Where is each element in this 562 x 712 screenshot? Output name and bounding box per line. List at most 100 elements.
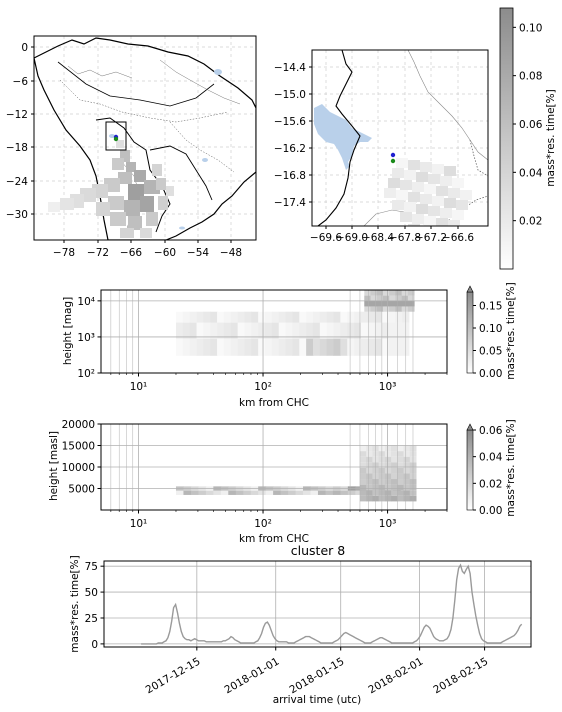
heatmap1-cell [360,322,369,339]
heatmap1-colorbar-tick-label: 0.00 [479,368,502,380]
heatmap1-cell [347,311,355,323]
heatmap2-colorbar-tick-label: 0.04 [479,452,503,464]
heatmap2-cell [384,451,392,457]
amazon-region-border [57,61,215,107]
heatmap1-cell [223,338,232,356]
map2-plume-cell [420,194,432,204]
map2-ytick-label: −16.2 [274,143,306,155]
map2-plume-cell [416,172,428,182]
heatmap1-cell [333,338,341,356]
heatmap1-cell [407,306,415,312]
heatmap1-cell [401,295,409,301]
heatmap1-cell [374,311,382,323]
heatmap1-ylabel: height [mag] [62,297,74,365]
heatmap2-cell [366,467,373,474]
map1-xtick-label: −54 [187,247,209,259]
map1-plume-cell [120,150,130,162]
heatmap1-cell [278,311,287,323]
heatmap1-xtick-label: 10³ [379,381,397,393]
heatmap1-cell [271,311,280,323]
map2-plume-cell [448,188,460,198]
colorbar-maps: 0.02 0.04 0.06 0.08 0.10 mass*res. time[%] [499,7,557,270]
heatmap2-cell [295,490,304,495]
heatmap1-cell [401,306,409,312]
heatmap2-colorbar-tick-label: 0.06 [479,425,503,437]
heatmap2-cell [366,456,373,463]
lake-titicaca-zoom [314,104,372,170]
map1-plume-cell [120,228,134,238]
heatmap2-cell [403,456,411,463]
heatmap2-cell [359,495,367,502]
heatmap2-cell [359,445,367,452]
heatmap2-cell [403,445,411,452]
heatmap1-cell [388,311,396,323]
colorbar-maps-tick-label: 0.06 [519,119,543,131]
heatmap1-cell [370,300,378,307]
heatmap2-cell [355,490,364,495]
map2-plume-cell [408,224,420,226]
heatmap2-cell [391,490,398,496]
map2-ytick-label: −16.8 [274,170,306,182]
heatmap1-cell [374,338,382,356]
heatmap2-cell [366,451,373,457]
heatmap2-cell [359,467,367,474]
heatmap1-cell [319,322,328,339]
station-marker-blue-zoom [390,152,396,158]
map2-plume-cell [392,168,404,178]
heatmap1-colorbar-label: mass*res. time[%] [505,282,517,379]
map1-plume-cell [156,178,166,190]
heatmap2-cell [384,456,392,463]
heatmap2-cell [303,490,311,495]
country-border-east [149,145,213,201]
timeseries-ytick-label: 75 [85,561,98,573]
heatmap1-cell [367,322,376,339]
heatmap1-cell [189,311,198,323]
map2-plume-cell [404,202,416,212]
heatmap2-cell [391,456,398,463]
timeseries-frame [103,560,532,648]
heatmap1-cell [401,290,409,296]
timeseries-xtick-label: 2018-02-01 [366,655,425,696]
heatmap2-cell [397,484,405,491]
heatmap1-frame [100,289,448,374]
map2-plume-cell [432,196,444,206]
colorbar-maps-tick-label: 0.10 [519,22,542,34]
heatmap1-cell [319,311,328,323]
heatmap1-cell [292,322,300,339]
heatmap1-cell [312,311,321,323]
heatmap1-cell [210,338,218,356]
south-america-coastline [34,37,256,240]
heatmap2-cell [384,467,392,474]
heatmap1-cell [370,306,378,312]
heatmap1-cell [326,322,335,339]
heatmap1-cells [175,290,415,356]
map2-ytick-label: −15.6 [274,116,306,128]
map2-plume-cell [420,162,432,172]
heatmap2-cell [347,490,356,495]
heatmap1-cell [258,311,266,323]
heatmap1-cell [244,322,252,339]
heatmap2-ylabel: height [masl] [48,431,60,501]
heatmap1-cell [395,338,403,356]
heatmap1-cell [196,322,204,339]
heatmap1-cell [312,322,321,339]
heatmap2-cell [359,490,367,496]
heatmap1-cell [407,295,415,301]
heatmap1-colorbar [466,291,474,374]
heatmap1-cell [278,338,287,356]
map2-plume-cell [440,176,452,186]
heatmap1-cell [182,322,191,339]
heatmap1-cell [292,311,300,323]
heatmap2-cell [403,467,411,474]
heatmap2-cell [372,495,380,502]
heatmap2-colorbar-tick-label: 0.02 [479,478,502,490]
timeseries-xtick-label: 2018-01-15 [288,655,347,696]
map2-plume-cell [460,190,472,200]
map2-xtick-label: −69.6 [310,232,342,244]
colorbar-maps-gradient [499,7,514,270]
heatmap2-cell [198,490,207,495]
heatmap2-cell [280,490,289,495]
heatmap1-cell [237,322,245,339]
heatmap2-cell [397,490,405,496]
heatmap1-cell [230,338,239,356]
